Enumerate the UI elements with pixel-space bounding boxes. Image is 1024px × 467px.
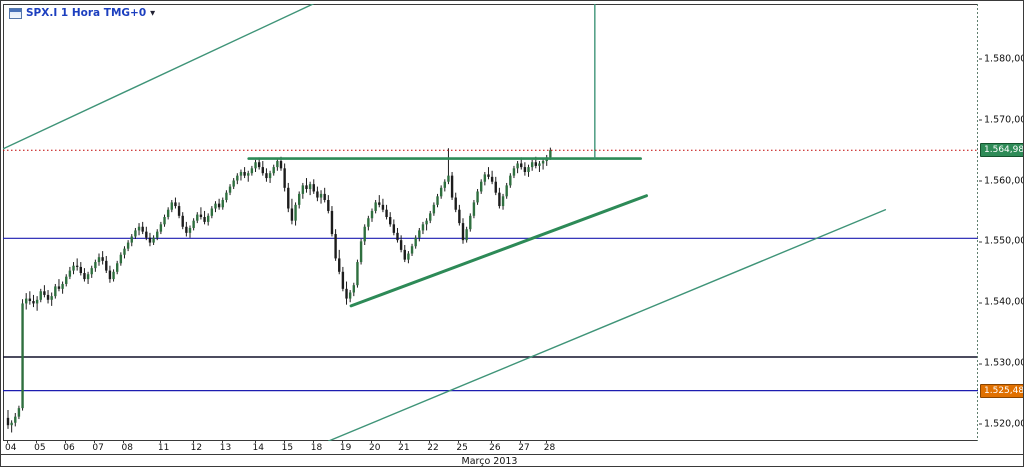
symbol-timeframe-selector[interactable]: SPX.I 1 Hora TMG+0 ▼ bbox=[7, 7, 158, 19]
day-tick-label: 11 bbox=[157, 441, 170, 453]
price-tick-label: 1.560,00 bbox=[978, 175, 1023, 186]
day-tick-label: 15 bbox=[281, 441, 294, 453]
price-tick-label: 1.530,00 bbox=[978, 358, 1023, 369]
lower-channel-trendline[interactable] bbox=[327, 209, 887, 441]
price-tick-label: 1.580,00 bbox=[978, 53, 1023, 64]
time-axis[interactable]: 04 05 06 07 08 11 12 13 14 15 18 19 20 21 22 25 26 27 28 bbox=[1, 441, 1023, 454]
price-axis[interactable]: 1.580,00 1.570,00 1.560,00 1.550,00 1.540,00… bbox=[978, 4, 1023, 441]
day-tick-label: 08 bbox=[121, 441, 133, 453]
day-tick-label: 18 bbox=[310, 441, 323, 453]
day-tick-label: 27 bbox=[518, 441, 530, 453]
day-tick-label: 25 bbox=[456, 441, 468, 453]
alert-price-flag: 1.525,48 bbox=[980, 383, 1023, 398]
upper-channel-trendline[interactable] bbox=[3, 4, 314, 150]
day-tick-label: 12 bbox=[190, 441, 203, 453]
price-chart-plot[interactable] bbox=[3, 4, 978, 441]
price-tick-label: 1.520,00 bbox=[978, 418, 1023, 429]
day-tick-label: 26 bbox=[489, 441, 501, 453]
day-tick-label: 22 bbox=[427, 441, 439, 453]
chevron-down-icon: ▼ bbox=[150, 9, 156, 17]
day-tick-label: 14 bbox=[252, 441, 264, 453]
day-tick-label: 05 bbox=[34, 441, 46, 453]
day-tick-label: 13 bbox=[219, 441, 232, 453]
chart-window-icon bbox=[9, 7, 22, 19]
price-tick-label: 1.550,00 bbox=[978, 236, 1023, 247]
price-tick-label: 1.540,00 bbox=[978, 297, 1023, 308]
day-tick-label: 28 bbox=[543, 441, 556, 453]
day-tick-label: 04 bbox=[5, 441, 17, 453]
price-chart-canvas[interactable] bbox=[3, 4, 978, 441]
current-price-flag: 1.564,98 bbox=[980, 143, 1023, 158]
symbol-timeframe-label: SPX.I 1 Hora TMG+0 bbox=[26, 7, 147, 19]
support-trendline[interactable] bbox=[349, 194, 648, 308]
day-tick-label: 06 bbox=[63, 441, 75, 453]
candles bbox=[6, 147, 552, 433]
price-tick-label: 1.570,00 bbox=[978, 114, 1023, 125]
month-label: Março 2013 bbox=[461, 456, 518, 467]
day-tick-label: 19 bbox=[339, 441, 352, 453]
day-tick-label: 07 bbox=[92, 441, 104, 453]
day-tick-label: 20 bbox=[369, 441, 381, 453]
day-tick-label: 21 bbox=[398, 441, 410, 453]
time-axis-month-row: Março 2013 bbox=[1, 454, 1023, 467]
